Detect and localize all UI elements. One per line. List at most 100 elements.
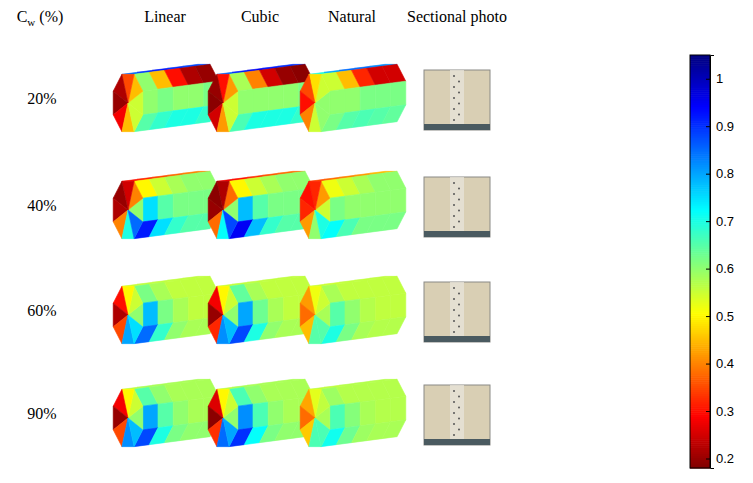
photo-dot	[453, 182, 455, 184]
lateral-cell	[158, 194, 173, 220]
prism	[113, 379, 219, 446]
photo-dot	[453, 119, 455, 121]
colorbar-tick: 0.4	[706, 356, 734, 371]
prism	[208, 276, 314, 343]
lateral-cell	[268, 400, 283, 426]
lateral-cell	[283, 398, 298, 424]
photo-dot	[458, 114, 460, 116]
lateral-cell	[268, 85, 283, 111]
lateral-cell	[253, 194, 268, 220]
sectional-photo	[424, 385, 490, 445]
colorbar-tick-mark	[706, 126, 710, 127]
lateral-cell	[375, 398, 390, 424]
lateral-cell	[391, 293, 406, 319]
row-title-part: C	[17, 8, 28, 25]
photo-background	[424, 282, 490, 342]
column-title: Natural	[328, 8, 377, 25]
lateral-cell	[360, 297, 375, 323]
figure: Cw (%)LinearCubicNaturalSectional photo2…	[0, 0, 753, 483]
photo-section-band	[450, 282, 464, 336]
lateral-cell	[382, 64, 406, 83]
photo-dot	[453, 86, 455, 88]
colorbar-tick-mark	[706, 79, 710, 80]
colorbar-tick-label: 0.6	[716, 261, 734, 276]
row-label: 60%	[27, 302, 56, 319]
photo-background	[424, 177, 490, 237]
row-title: Cw (%)	[17, 8, 64, 28]
colorbar-tick-mark	[706, 269, 710, 270]
photo-dot	[453, 390, 455, 392]
colorbar-tick-mark	[706, 459, 710, 460]
prism	[113, 64, 219, 131]
lateral-cell	[238, 196, 253, 222]
end-cell	[315, 210, 330, 239]
lateral-cell	[158, 402, 173, 428]
lateral-cell	[173, 192, 188, 218]
column-title: Cubic	[241, 8, 279, 25]
photo-dot	[458, 221, 460, 223]
colorbar-tick-mark	[706, 364, 710, 365]
photo-dot	[458, 326, 460, 328]
lateral-cell	[375, 190, 390, 216]
lateral-cell	[382, 276, 406, 295]
lateral-cell	[330, 404, 345, 430]
column-title: Sectional photo	[407, 8, 507, 26]
photo-dot	[453, 97, 455, 99]
row-label: 90%	[27, 405, 56, 422]
row-title-part: (%)	[35, 8, 63, 26]
colorbar-axis: 0.20.30.40.50.60.70.80.91	[706, 56, 734, 469]
photo-dot	[458, 315, 460, 317]
end-cell	[223, 418, 238, 447]
lateral-cell	[158, 299, 173, 325]
photo-dot	[453, 331, 455, 333]
lateral-cell	[382, 317, 406, 336]
sectional-photo	[424, 70, 490, 130]
end-cell	[315, 418, 330, 447]
lateral-cell	[173, 85, 188, 111]
photo-dot	[458, 396, 460, 398]
photo-stand	[424, 124, 490, 130]
lateral-cell	[382, 379, 406, 398]
colorbar-tick-label: 0.5	[716, 309, 734, 324]
colorbar-tick-label: 0.3	[716, 404, 734, 419]
photo-background	[424, 385, 490, 445]
end-cell	[223, 103, 238, 132]
lateral-cell	[173, 297, 188, 323]
lateral-cell	[253, 299, 268, 325]
photo-dot	[458, 429, 460, 431]
lateral-cell	[143, 301, 158, 327]
sectional-photo	[424, 177, 490, 237]
lateral-cell	[268, 297, 283, 323]
colorbar-tick: 0.7	[706, 214, 734, 229]
prism	[113, 276, 219, 343]
photo-dot	[458, 188, 460, 190]
photo-dot	[458, 199, 460, 201]
lateral-cell	[238, 89, 253, 115]
colorbar-tick-label: 0.8	[716, 166, 734, 181]
photo-dot	[453, 298, 455, 300]
lateral-cell	[345, 194, 360, 220]
photo-dot	[453, 193, 455, 195]
lateral-cell	[188, 295, 203, 321]
lateral-cell	[330, 196, 345, 222]
photo-dot	[453, 287, 455, 289]
lateral-cell	[345, 87, 360, 113]
lateral-cell	[268, 192, 283, 218]
photo-dot	[458, 418, 460, 420]
end-cell	[315, 103, 330, 132]
lateral-cell	[391, 81, 406, 107]
column-title: Linear	[144, 8, 186, 25]
lateral-cell	[158, 87, 173, 113]
lateral-cell	[382, 420, 406, 439]
photo-dot	[453, 423, 455, 425]
lateral-cell	[345, 402, 360, 428]
photo-section-band	[450, 70, 464, 124]
lateral-cell	[283, 83, 298, 109]
lateral-cell	[382, 171, 406, 190]
colorbar-tick: 0.3	[706, 404, 734, 419]
photo-section-band	[450, 385, 464, 439]
lateral-cell	[238, 301, 253, 327]
photo-dot	[458, 81, 460, 83]
lateral-cell	[283, 295, 298, 321]
photo-section-band	[450, 177, 464, 231]
